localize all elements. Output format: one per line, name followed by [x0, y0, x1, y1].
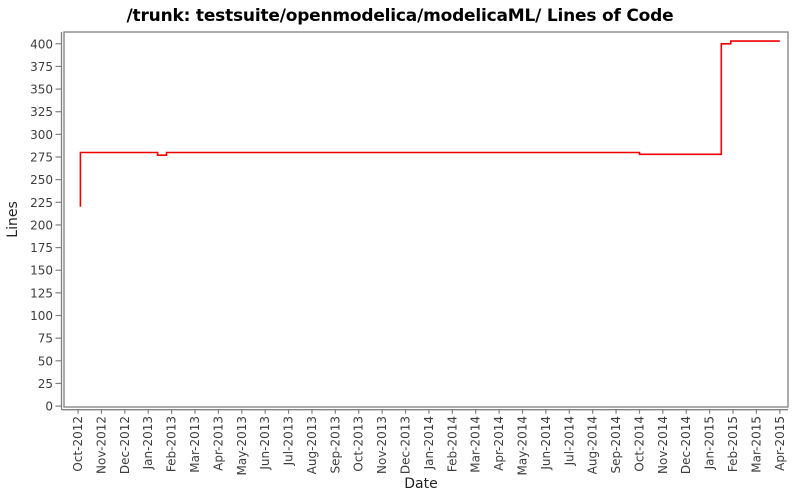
x-tick-label: Sep-2013 — [328, 416, 342, 474]
x-tick-label: Feb-2013 — [165, 416, 179, 472]
y-tick-label: 375 — [30, 60, 53, 74]
x-tick-label: May-2013 — [235, 416, 249, 475]
x-tick-label: Sep-2014 — [609, 416, 623, 474]
x-tick-label: Jun-2013 — [258, 416, 272, 471]
x-tick-label: Aug-2013 — [305, 416, 319, 474]
x-tick-label: Mar-2013 — [188, 416, 202, 473]
y-tick-label: 275 — [30, 151, 53, 165]
x-tick-label: Oct-2013 — [352, 416, 366, 472]
x-tick-label: Apr-2014 — [492, 416, 506, 471]
x-axis-title: Date — [404, 476, 437, 492]
y-tick-label: 25 — [38, 377, 53, 391]
x-tick-label: Jan-2013 — [141, 416, 155, 470]
y-tick-label: 225 — [30, 196, 53, 210]
x-tick-label: Apr-2015 — [773, 416, 787, 471]
loc-series-line — [79, 40, 780, 207]
x-tick-label: Feb-2014 — [445, 416, 459, 472]
x-tick-label: May-2014 — [515, 416, 529, 475]
y-tick-label: 50 — [38, 354, 53, 368]
y-axis-title: Lines — [5, 201, 21, 237]
y-tick-label: 0 — [45, 400, 53, 414]
y-tick-label: 350 — [30, 83, 53, 97]
x-tick-label: Dec-2013 — [399, 416, 413, 474]
x-tick-label: Oct-2012 — [71, 416, 85, 472]
x-tick-label: Dec-2014 — [679, 416, 693, 474]
y-tick-label: 100 — [30, 309, 53, 323]
x-tick-label: Jan-2015 — [703, 416, 717, 470]
x-tick-label: Jul-2013 — [282, 416, 296, 466]
x-tick-label: Mar-2014 — [469, 416, 483, 473]
x-tick-label: Mar-2015 — [749, 416, 763, 473]
x-tick-label: Feb-2015 — [726, 416, 740, 472]
y-tick-label: 250 — [30, 173, 53, 187]
y-tick-label: 175 — [30, 241, 53, 255]
x-tick-label: Oct-2014 — [632, 416, 646, 472]
x-tick-label: Nov-2012 — [94, 416, 108, 474]
y-tick-label: 75 — [38, 332, 53, 346]
x-tick-label: Dec-2012 — [118, 416, 132, 474]
x-tick-label: Jun-2014 — [539, 416, 553, 471]
x-tick-label: Apr-2013 — [211, 416, 225, 471]
x-tick-label: Nov-2013 — [375, 416, 389, 474]
x-tick-label: Aug-2014 — [586, 416, 600, 474]
x-tick-label: Nov-2014 — [656, 416, 670, 474]
y-tick-label: 400 — [30, 37, 53, 51]
y-tick-label: 325 — [30, 105, 53, 119]
y-tick-label: 300 — [30, 128, 53, 142]
y-tick-label: 150 — [30, 264, 53, 278]
x-tick-label: Jul-2014 — [562, 416, 576, 466]
y-tick-label: 200 — [30, 218, 53, 232]
y-tick-label: 125 — [30, 286, 53, 300]
plot-frame — [63, 31, 789, 408]
x-tick-label: Jan-2014 — [422, 416, 436, 470]
chart-title: /trunk: testsuite/openmodelica/modelicaM… — [126, 6, 674, 26]
